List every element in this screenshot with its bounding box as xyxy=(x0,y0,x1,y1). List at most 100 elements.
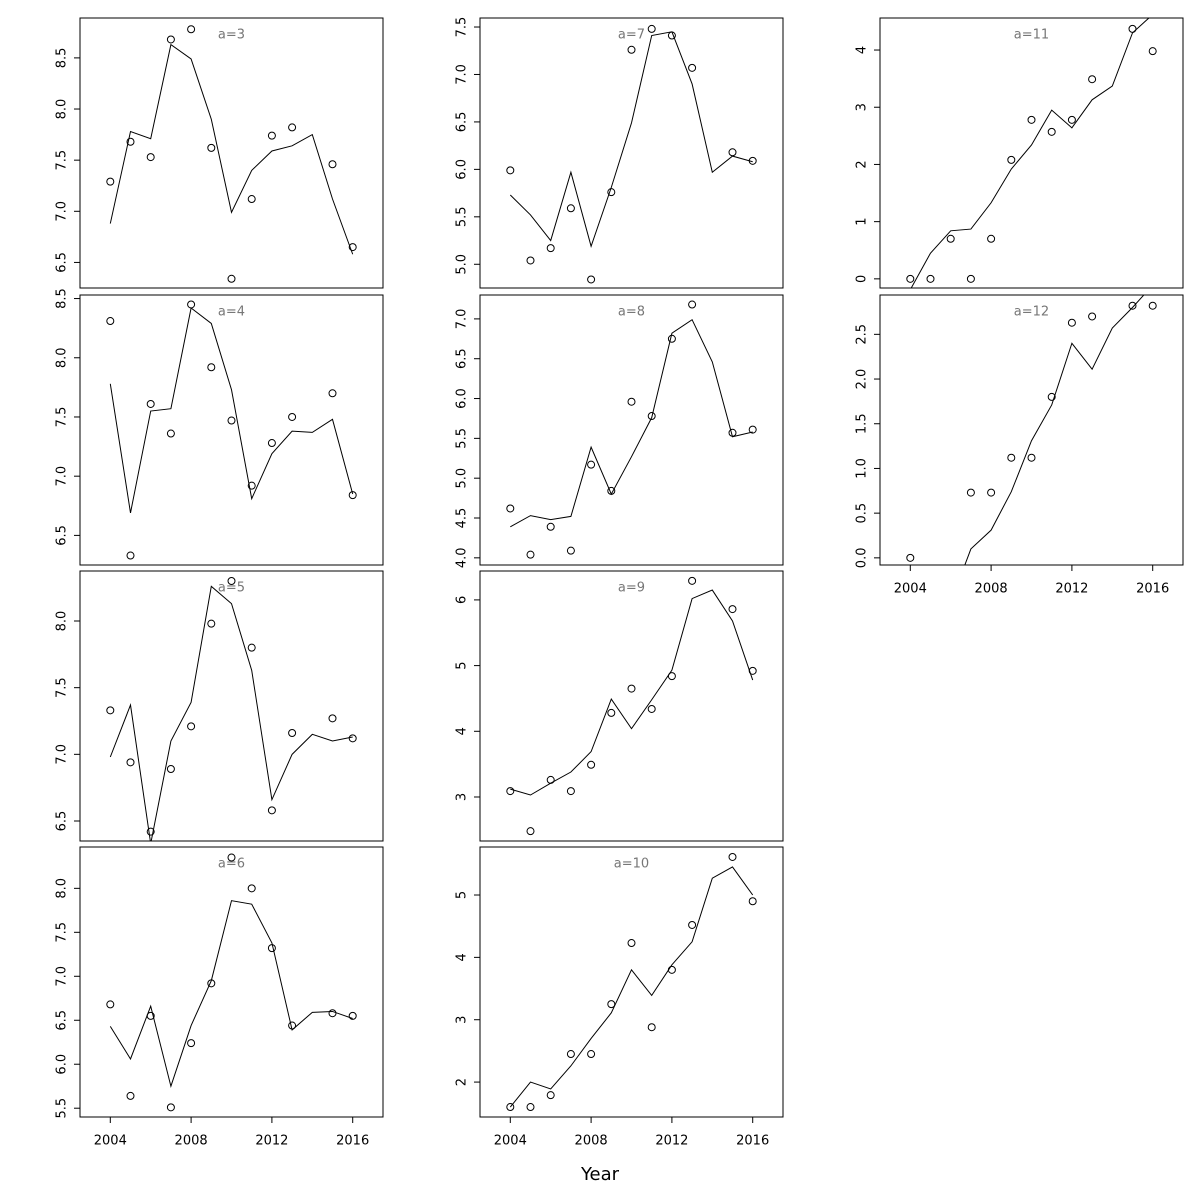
data-point xyxy=(627,939,636,948)
data-point xyxy=(106,706,115,715)
data-point xyxy=(587,275,596,284)
panel: a=7 5.0 5.5 6.0 6.5 7.0 7.5 xyxy=(455,17,784,289)
data-point xyxy=(106,1000,115,1009)
y-tick-label: 8.0 xyxy=(55,99,70,120)
data-point xyxy=(348,734,357,743)
panel-frame xyxy=(879,17,1184,289)
panel-frame xyxy=(79,294,384,566)
y-tick-label: 1.0 xyxy=(855,458,870,479)
data-point xyxy=(1027,453,1036,462)
data-point xyxy=(166,1103,175,1112)
data-point xyxy=(506,166,515,175)
data-point xyxy=(526,1103,535,1112)
y-tick-label: 7.5 xyxy=(55,407,70,428)
data-point xyxy=(1007,453,1016,462)
panel-title: a=11 xyxy=(1014,28,1049,43)
data-point xyxy=(688,63,697,72)
data-point xyxy=(328,389,337,398)
data-point xyxy=(688,576,697,585)
data-point xyxy=(748,425,757,434)
panel-frame xyxy=(79,570,384,842)
data-point xyxy=(106,177,115,186)
data-point xyxy=(106,317,115,326)
data-point xyxy=(1067,318,1076,327)
data-point xyxy=(946,234,955,243)
data-point xyxy=(288,412,297,421)
data-point xyxy=(1047,127,1056,136)
y-tick-label: 6.5 xyxy=(55,1010,70,1031)
data-point xyxy=(187,25,196,34)
data-point xyxy=(207,619,216,628)
data-point xyxy=(728,605,737,614)
fit-line xyxy=(964,295,1145,565)
data-point xyxy=(526,256,535,265)
data-point xyxy=(688,300,697,309)
panel-title: a=3 xyxy=(218,28,245,43)
x-tick-label: 2004 xyxy=(894,582,927,597)
panel: a=9 3 4 5 6 xyxy=(455,570,784,842)
data-point xyxy=(166,35,175,44)
data-point xyxy=(348,1011,357,1020)
data-point xyxy=(187,1039,196,1048)
data-point xyxy=(288,729,297,737)
panel-title: a=7 xyxy=(618,28,645,43)
y-tick-label: 2 xyxy=(455,1078,470,1086)
y-tick-label: 1 xyxy=(855,218,870,226)
data-point xyxy=(247,195,256,204)
data-point xyxy=(207,143,216,152)
y-tick-label: 5.5 xyxy=(455,206,470,227)
data-point xyxy=(587,460,596,469)
data-point xyxy=(667,334,676,343)
y-tick-label: 7.0 xyxy=(455,64,470,85)
y-tick-label: 5.5 xyxy=(455,428,470,449)
y-tick-label: 6.5 xyxy=(455,112,470,133)
y-tick-label: 3 xyxy=(455,1016,470,1024)
data-point xyxy=(207,363,216,372)
data-point xyxy=(1088,75,1097,84)
data-point xyxy=(227,853,236,862)
y-tick-label: 0.5 xyxy=(855,503,870,524)
data-point xyxy=(906,274,915,283)
y-tick-label: 5.0 xyxy=(455,254,470,275)
y-tick-label: 3 xyxy=(855,103,870,111)
data-point xyxy=(566,204,575,213)
data-point xyxy=(546,244,555,253)
panel: a=3 6.5 7.0 7.5 8.0 8.5 xyxy=(55,17,384,289)
data-point xyxy=(627,684,636,693)
panel-frame xyxy=(879,294,1184,566)
data-point xyxy=(328,160,337,169)
x-tick-label: 2008 xyxy=(175,1134,208,1149)
data-point xyxy=(126,137,135,146)
fit-line xyxy=(910,18,1150,288)
panel: a=5 6.5 7.0 7.5 8.0 xyxy=(55,570,384,842)
data-point xyxy=(647,704,656,713)
y-tick-label: 1.5 xyxy=(855,413,870,434)
data-point xyxy=(146,399,155,408)
fit-line xyxy=(509,866,754,1108)
y-tick-label: 8.0 xyxy=(55,611,70,632)
data-point xyxy=(607,708,616,717)
y-tick-label: 2.0 xyxy=(855,369,870,390)
data-point xyxy=(1128,301,1137,310)
fit-line xyxy=(510,589,754,796)
data-point xyxy=(227,274,236,283)
data-point xyxy=(1088,312,1097,321)
y-tick-label: 6.0 xyxy=(55,1054,70,1075)
y-tick-label: 6.0 xyxy=(455,159,470,180)
y-tick-label: 8.0 xyxy=(55,347,70,368)
data-point xyxy=(288,123,297,132)
data-point xyxy=(966,274,975,283)
data-point xyxy=(987,234,996,243)
x-tick-label: 2004 xyxy=(494,1134,527,1149)
data-point xyxy=(187,300,196,309)
data-point xyxy=(227,577,236,585)
data-point xyxy=(566,787,575,796)
data-point xyxy=(526,550,535,559)
x-tick-label: 2008 xyxy=(575,1134,608,1149)
data-point xyxy=(227,416,236,425)
y-tick-label: 6 xyxy=(455,596,470,604)
data-point xyxy=(688,920,697,929)
data-point xyxy=(166,429,175,438)
panel-frame xyxy=(79,17,384,289)
data-point xyxy=(546,522,555,531)
